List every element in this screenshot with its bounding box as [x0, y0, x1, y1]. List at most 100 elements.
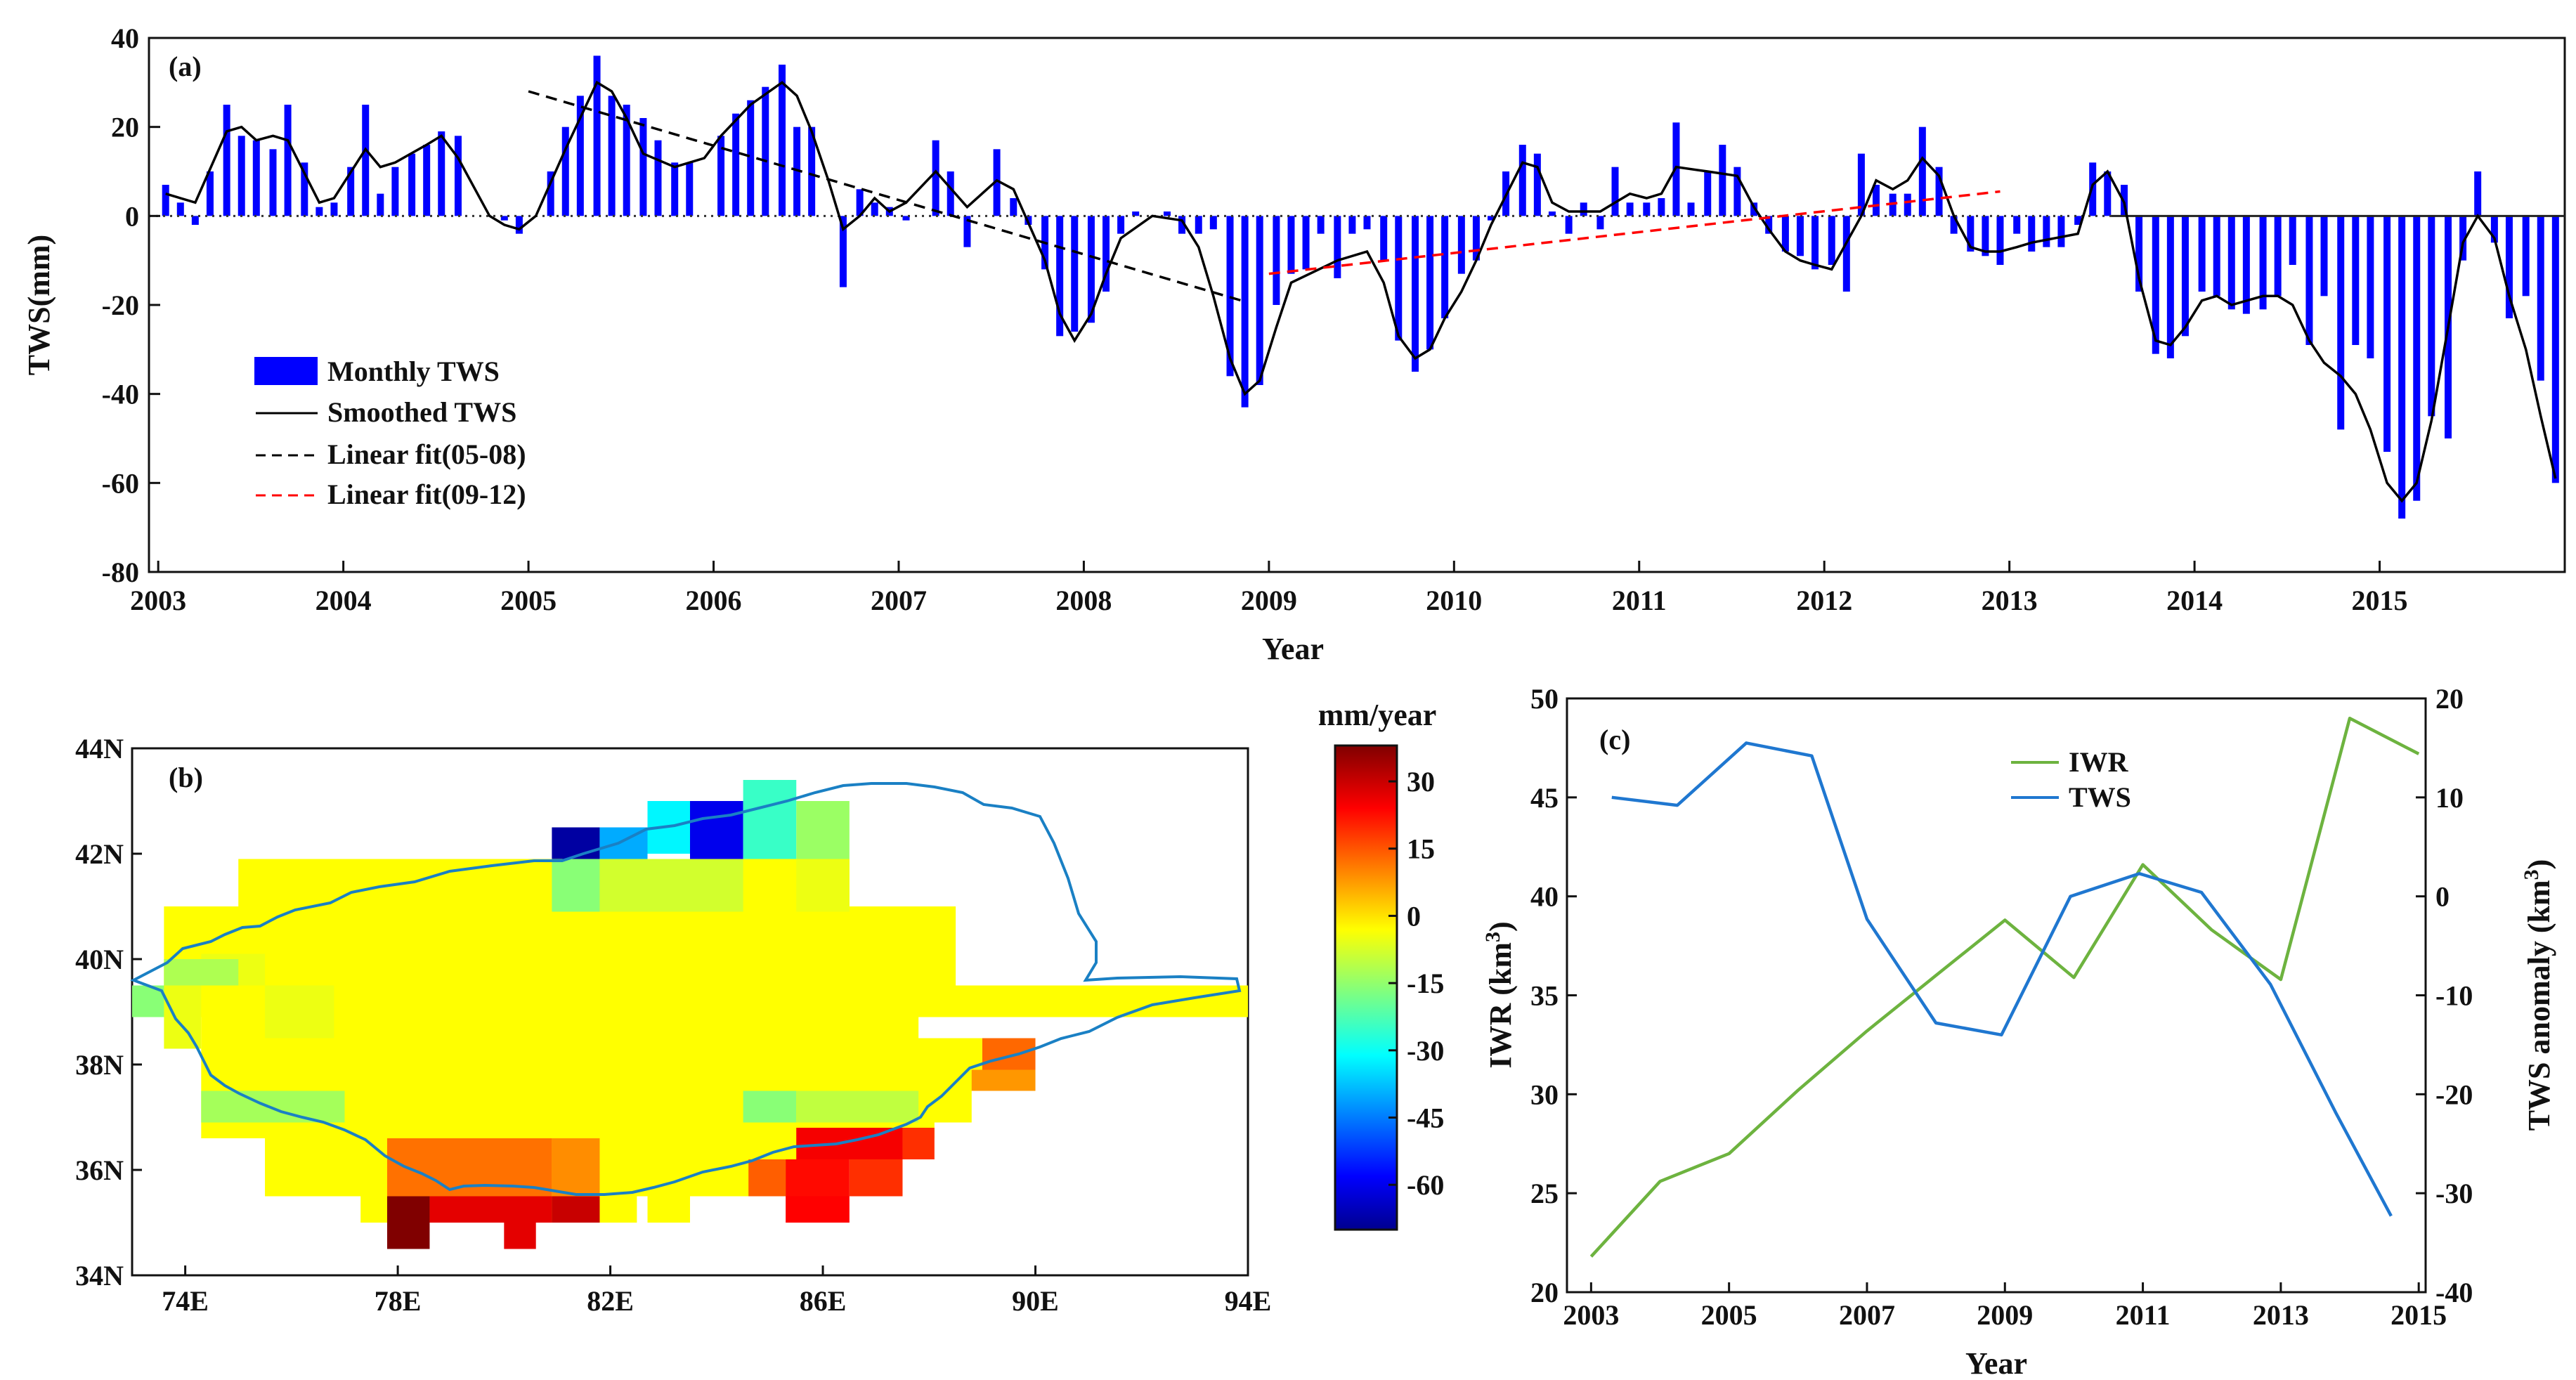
x-tick-label: 2005 [500, 585, 557, 616]
monthly-tws-bar [1765, 216, 1773, 234]
monthly-tws-bar [2198, 216, 2206, 292]
monthly-tws-bar [1441, 216, 1449, 318]
x-tick-label: 90E [1012, 1285, 1059, 1317]
monthly-tws-bar [1828, 216, 1835, 265]
monthly-tws-bar [808, 126, 816, 216]
panel-c-right-axis-label: TWS anomaly (km3) [2520, 859, 2556, 1131]
monthly-tws-bar [1935, 167, 1943, 216]
left-y-tick-label: 40 [1530, 881, 1559, 913]
grid-cell [786, 1196, 850, 1223]
colorbar-tick-label: -45 [1407, 1102, 1444, 1134]
monthly-tws-bar [1317, 216, 1325, 234]
legend-label-linear-fit-05-08: Linear fit(05-08) [327, 438, 526, 470]
panel-a-label: (a) [169, 51, 202, 82]
monthly-tws-bar [1132, 211, 1140, 216]
grid-cell-base [647, 1196, 690, 1223]
grid-cell [429, 1196, 552, 1223]
legend-label-iwr: IWR [2069, 746, 2129, 778]
monthly-tws-bar [1426, 216, 1434, 350]
panel-b-grid-cells [132, 780, 1248, 1249]
right-y-tick-label: -30 [2435, 1178, 2473, 1209]
monthly-tws-bar [1209, 216, 1217, 230]
y-tick-label: -80 [102, 556, 139, 588]
x-tick-label: 86E [800, 1285, 847, 1317]
x-tick-label: 74E [162, 1285, 209, 1317]
grid-cell-base [201, 1122, 935, 1138]
monthly-tws-bar [2028, 216, 2036, 252]
legend-swatch-monthly-tws [254, 357, 318, 385]
monthly-tws-bar [2043, 216, 2050, 247]
monthly-tws-bar [932, 140, 939, 216]
monthly-tws-bar [1857, 153, 1865, 216]
monthly-tws-bar [547, 171, 554, 216]
monthly-tws-bar [2413, 216, 2421, 501]
y-tick-label: 20 [111, 112, 139, 143]
right-y-tick-label: 10 [2435, 782, 2464, 814]
monthly-tws-bar [2398, 216, 2406, 519]
panel-a-monthly-bars [162, 56, 2559, 519]
monthly-tws-bar [2057, 216, 2065, 247]
legend-label-smoothed-tws: Smoothed TWS [327, 396, 516, 428]
panel-b-label: (b) [169, 762, 203, 793]
monthly-tws-bar [1687, 202, 1695, 216]
left-y-tick-label: 25 [1530, 1178, 1559, 1209]
grid-cell [690, 801, 743, 859]
monthly-tws-bar [2289, 216, 2296, 265]
x-tick-label: 2012 [1796, 585, 1852, 616]
monthly-tws-bar [206, 171, 214, 216]
panel-a-tws-time-series: -80 -60 -40 -20 0 20 40 2003 2004 2005 2006 2007 200… [22, 22, 2566, 666]
monthly-tws-bar [2352, 216, 2360, 345]
grid-cell-base [238, 859, 850, 906]
monthly-tws-bar [902, 216, 910, 221]
grid-cell [552, 1196, 600, 1223]
panel-a-lines [149, 80, 2565, 503]
y-tick-label: 0 [125, 200, 139, 232]
monthly-tws-bar [1273, 216, 1280, 305]
monthly-tws-bar [2505, 216, 2513, 318]
monthly-tws-bar [839, 216, 847, 287]
monthly-tws-bar [793, 126, 801, 216]
monthly-tws-bar [2089, 162, 2097, 216]
monthly-tws-bar [2337, 216, 2345, 430]
grid-cell [552, 859, 600, 912]
monthly-tws-bar [162, 185, 169, 216]
monthly-tws-bar [2135, 216, 2143, 292]
monthly-tws-bar [2259, 216, 2267, 310]
monthly-tws-bar [1117, 216, 1125, 234]
x-tick-label: 2003 [130, 585, 186, 616]
monthly-tws-bar [1334, 216, 1341, 278]
monthly-tws-bar [2305, 216, 2313, 345]
monthly-tws-bar [2537, 216, 2544, 381]
y-tick-label: 44N [75, 733, 124, 764]
monthly-tws-bar [284, 105, 292, 216]
x-tick-label: 2009 [1977, 1299, 2033, 1331]
legend-label-tws: TWS [2069, 781, 2131, 813]
monthly-tws-bar [593, 56, 601, 216]
monthly-tws-bar [993, 149, 1001, 216]
panel-b-colorbar-label: mm/year [1318, 698, 1437, 732]
right-y-tick-label: -10 [2435, 980, 2473, 1012]
grid-cell-fringe [265, 985, 334, 1039]
monthly-tws-bar [1241, 216, 1249, 408]
monthly-tws-bar [1781, 216, 1789, 252]
monthly-tws-bar [454, 136, 462, 216]
x-tick-label: 2006 [686, 585, 742, 616]
monthly-tws-bar [252, 140, 260, 216]
right-y-tick-label: -40 [2435, 1277, 2473, 1308]
right-y-tick-label: 20 [2435, 683, 2464, 715]
monthly-tws-bar [176, 202, 184, 216]
panel-c-x-axis-label: Year [1965, 1346, 2027, 1380]
grid-cell [902, 1128, 935, 1159]
monthly-tws-bar [2367, 216, 2374, 358]
grid-cell [552, 827, 600, 859]
x-tick-label: 2014 [2166, 585, 2223, 616]
monthly-tws-bar [1565, 216, 1573, 234]
grid-cell [201, 1091, 345, 1123]
monthly-tws-bar [1457, 216, 1465, 274]
monthly-tws-bar [1611, 167, 1619, 216]
monthly-tws-bar [2242, 216, 2250, 314]
y-tick-label: 38N [75, 1049, 124, 1081]
monthly-tws-bar [856, 189, 864, 216]
panel-c-plot-frame [1566, 697, 2427, 1294]
grid-cell-base [334, 1170, 387, 1197]
